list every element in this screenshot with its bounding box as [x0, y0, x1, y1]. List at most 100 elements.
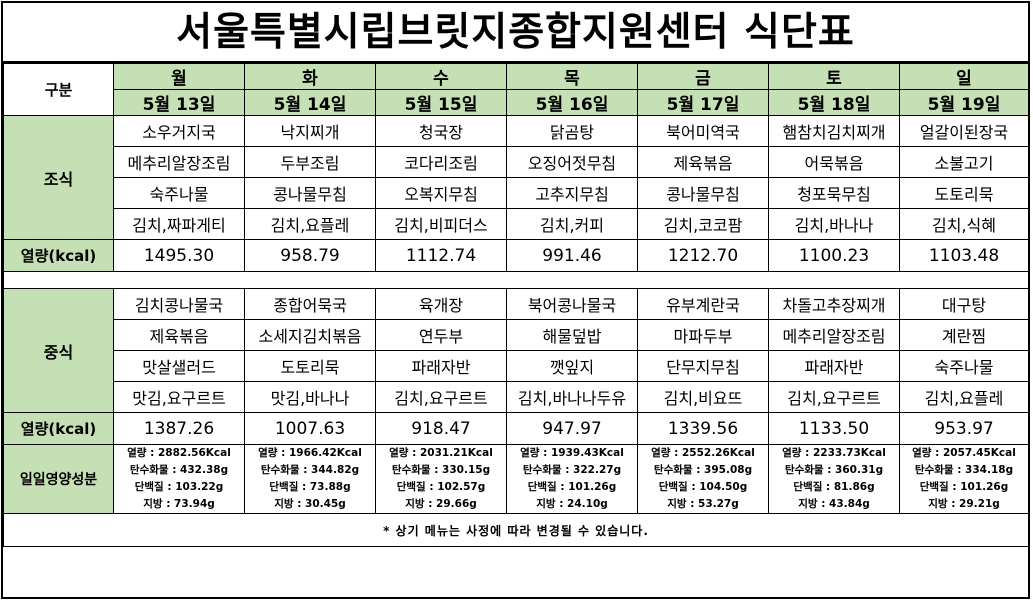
menu-item: 해물덮밥 [506, 319, 638, 351]
menu-item: 도토리묵 [244, 350, 376, 382]
lunch-row: 제육볶음 소세지김치볶음 연두부 해물덮밥 마파두부 메추리알장조림 계란찜 [4, 319, 1029, 351]
kcal-value: 1495.30 [113, 239, 245, 272]
nutrition-line: 지방 : 29.66g [405, 498, 477, 510]
menu-item: 낙지찌개 [244, 115, 376, 147]
nutrition-line: 열량 : 2882.56Kcal [127, 447, 231, 459]
kcal-value: 1103.48 [899, 239, 1029, 272]
menu-item: 제육볶음 [113, 319, 245, 351]
menu-item: 두부조림 [244, 146, 376, 178]
nutrition-line: 지방 : 53.27g [667, 498, 739, 510]
corner-label: 구분 [3, 63, 114, 116]
breakfast-kcal-label: 열량(kcal) [3, 239, 114, 272]
menu-item: 맛김,요구르트 [113, 381, 245, 413]
menu-item: 김치,커피 [506, 208, 638, 240]
nutrition-cell: 열량 : 1966.42Kcal 탄수화물 : 344.82g 단백질 : 73.8… [244, 444, 376, 514]
day-header-1: 화 [244, 63, 376, 90]
nutrition-line: 열량 : 2057.45Kcal [912, 447, 1016, 459]
day-header-6: 일 [899, 63, 1029, 90]
nutrition-line: 열량 : 1939.43Kcal [520, 447, 624, 459]
nutrition-line: 단백질 : 104.50g [658, 481, 748, 493]
menu-item: 마파두부 [637, 319, 769, 351]
nutrition-cell: 열량 : 2057.45Kcal 탄수화물 : 334.18g 단백질 : 101.… [899, 444, 1029, 514]
menu-item: 맛살샐러드 [113, 350, 245, 382]
lunch-kcal-row: 열량(kcal) 1387.26 1007.63 918.47 947.97 1339.5… [3, 412, 1029, 445]
nutrition-line: 탄수화물 : 432.38g [129, 464, 229, 476]
menu-item: 김치,비요뜨 [637, 381, 769, 413]
nutrition-line: 지방 : 24.10g [536, 498, 608, 510]
nutrition-line: 지방 : 30.45g [274, 498, 346, 510]
page-title: 서울특별시립브릿지종합지원센터 식단표 [3, 3, 1028, 63]
day-header-4: 금 [637, 63, 769, 90]
menu-item: 오징어젓무침 [506, 146, 638, 178]
menu-item: 제육볶음 [637, 146, 769, 178]
nutrition-line: 열량 : 1966.42Kcal [258, 447, 362, 459]
date-header-0: 5월 13일 [113, 89, 245, 116]
menu-item: 고추지무침 [506, 177, 638, 209]
breakfast-row: 조식 소우거지국 낙지찌개 청국장 닭곰탕 북어미역국 햄참치김치찌개 얼갈이된장국 [3, 115, 1029, 240]
nutrition-line: 탄수화물 : 334.18g [914, 464, 1014, 476]
nutrition-line: 탄수화물 : 344.82g [260, 464, 360, 476]
menu-item: 콩나물무침 [637, 177, 769, 209]
spacer-row [3, 271, 1029, 289]
menu-item: 콩나물무침 [244, 177, 376, 209]
kcal-value: 918.47 [375, 412, 507, 445]
kcal-value: 1100.23 [768, 239, 900, 272]
menu-item: 김치,요플레 [899, 381, 1029, 413]
breakfast-row: 숙주나물 콩나물무침 오복지무침 고추지무침 콩나물무침 청포묵무침 도토리묵 [4, 177, 1029, 209]
menu-item: 맛김,바나나 [244, 381, 376, 413]
menu-item: 김치,요구르트 [768, 381, 900, 413]
kcal-value: 953.97 [899, 412, 1029, 445]
nutrition-line: 탄수화물 : 395.08g [653, 464, 753, 476]
footnote-row: * 상기 메뉴는 사정에 따라 변경될 수 있습니다. [3, 513, 1029, 547]
menu-item: 종합어묵국 [244, 288, 376, 320]
menu-item: 김치,짜파게티 [113, 208, 245, 240]
nutrition-line: 열량 : 2031.21Kcal [389, 447, 493, 459]
menu-item: 파래자반 [375, 350, 507, 382]
nutrition-line: 탄수화물 : 360.31g [784, 464, 884, 476]
breakfast-label: 조식 [3, 115, 114, 240]
lunch-label: 중식 [3, 288, 114, 413]
menu-item: 계란찜 [899, 319, 1029, 351]
nutrition-line: 단백질 : 101.26g [919, 481, 1009, 493]
menu-item: 메추리알장조림 [768, 319, 900, 351]
menu-item: 숙주나물 [899, 350, 1029, 382]
menu-item: 청국장 [375, 115, 507, 147]
nutrition-line: 탄수화물 : 322.27g [522, 464, 622, 476]
kcal-value: 991.46 [506, 239, 638, 272]
nutrition-cell: 열량 : 2233.73Kcal 탄수화물 : 360.31g 단백질 : 81.8… [768, 444, 900, 514]
nutrition-row: 일일영양성분 열량 : 2882.56Kcal 탄수화물 : 432.38g 단백질 … [3, 444, 1029, 514]
menu-item: 북어콩나물국 [506, 288, 638, 320]
menu-item: 김치,비피더스 [375, 208, 507, 240]
nutrition-line: 단백질 : 101.26g [527, 481, 617, 493]
date-header-4: 5월 17일 [637, 89, 769, 116]
menu-item: 얼갈이된장국 [899, 115, 1029, 147]
menu-item: 단무지무침 [637, 350, 769, 382]
lunch-row: 중식 김치콩나물국 종합어묵국 육개장 북어콩나물국 유부계란국 차돌고추장찌개 대구탕 [3, 288, 1029, 413]
nutrition-line: 단백질 : 102.57g [396, 481, 486, 493]
menu-item: 김치,바나나 [768, 208, 900, 240]
menu-item: 연두부 [375, 319, 507, 351]
breakfast-row: 김치,짜파게티 김치,요플레 김치,비피더스 김치,커피 김치,코코팜 김치,바나나 김치,… [4, 208, 1029, 240]
kcal-value: 1387.26 [113, 412, 245, 445]
menu-item: 파래자반 [768, 350, 900, 382]
nutrition-line: 지방 : 43.84g [798, 498, 870, 510]
date-header-3: 5월 16일 [506, 89, 638, 116]
date-header-2: 5월 15일 [375, 89, 507, 116]
header-date-row: 5월 13일 5월 14일 5월 15일 5월 16일 5월 17일 5월 18일 5월 1… [4, 89, 1029, 116]
nutrition-line: 지방 : 73.94g [143, 498, 215, 510]
nutrition-cell: 열량 : 2552.26Kcal 탄수화물 : 395.08g 단백질 : 104.… [637, 444, 769, 514]
nutrition-line: 탄수화물 : 330.15g [391, 464, 491, 476]
nutrition-cell: 열량 : 2882.56Kcal 탄수화물 : 432.38g 단백질 : 103.… [113, 444, 245, 514]
menu-item: 깻잎지 [506, 350, 638, 382]
breakfast-row: 메추리알장조림 두부조림 코다리조림 오징어젓무침 제육볶음 어묵볶음 소불고기 [4, 146, 1029, 178]
date-header-1: 5월 14일 [244, 89, 376, 116]
nutrition-line: 단백질 : 73.88g [269, 481, 351, 493]
menu-item: 코다리조림 [375, 146, 507, 178]
menu-item: 김치,요플레 [244, 208, 376, 240]
nutrition-line: 단백질 : 103.22g [134, 481, 224, 493]
menu-item: 소우거지국 [113, 115, 245, 147]
nutrition-label: 일일영양성분 [3, 444, 114, 514]
kcal-value: 947.97 [506, 412, 638, 445]
menu-item: 김치,요구르트 [375, 381, 507, 413]
